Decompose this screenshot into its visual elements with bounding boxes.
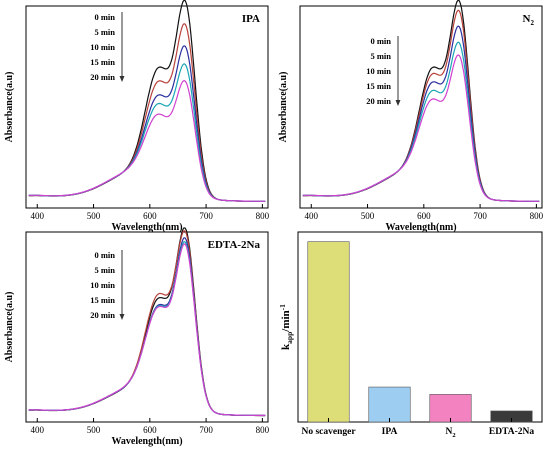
panel-label: N2 bbox=[523, 13, 535, 27]
x-tick-label: 800 bbox=[256, 211, 270, 221]
y-axis-label: kapp/min-1 bbox=[278, 304, 294, 350]
category-label: EDTA-2Na bbox=[489, 427, 534, 437]
spectrum-panel-2: 400 500 600 700 800 Wavelength(nm) Absorbance(… bbox=[278, 0, 544, 233]
x-tick-label: 700 bbox=[199, 425, 213, 435]
x-tick-label: 500 bbox=[87, 425, 101, 435]
series-line-20-min bbox=[28, 243, 266, 416]
rate-constant-bar-panel: No scavenger IPA N2 EDTA-2Na kapp/min-1 bbox=[278, 231, 543, 439]
panel-label: EDTA-2Na bbox=[208, 239, 261, 251]
x-axis-label: Wavelength(nm) bbox=[385, 222, 456, 233]
bar-2 bbox=[368, 386, 411, 423]
x-tick-label: 600 bbox=[417, 211, 431, 221]
y-axis-label: Absorbance(a.u) bbox=[4, 72, 15, 143]
time-label: 10 min bbox=[90, 280, 115, 290]
x-tick-label: 500 bbox=[361, 211, 375, 221]
category-label: N2 bbox=[445, 427, 455, 439]
series-line-0-min bbox=[28, 227, 266, 417]
time-arrow-head bbox=[119, 76, 125, 82]
spectrum-panel-3: 400 500 600 700 800 Wavelength(nm) Absorbance(… bbox=[4, 227, 270, 447]
x-tick-label: 400 bbox=[305, 211, 319, 221]
series-line-0-min bbox=[302, 0, 540, 202]
time-label: 20 min bbox=[90, 310, 115, 320]
time-label: 15 min bbox=[366, 81, 391, 91]
x-tick-label: 700 bbox=[199, 211, 213, 221]
series-line-5-min bbox=[28, 230, 266, 417]
category-label: No scavenger bbox=[301, 427, 356, 437]
x-axis-label: Wavelength(nm) bbox=[111, 436, 182, 447]
bar-3 bbox=[429, 394, 472, 423]
time-label: 0 min bbox=[370, 36, 391, 46]
x-axis-label: Wavelength(nm) bbox=[111, 222, 182, 233]
panel-label: IPA bbox=[242, 13, 260, 25]
series-line-5-min bbox=[302, 9, 540, 202]
plot-frame bbox=[297, 231, 543, 423]
series-line-20-min bbox=[28, 79, 266, 202]
time-label: 5 min bbox=[94, 265, 115, 275]
category-label: IPA bbox=[382, 427, 398, 437]
x-tick-label: 600 bbox=[143, 211, 157, 221]
time-label: 0 min bbox=[94, 250, 115, 260]
series-line-10-min bbox=[302, 25, 540, 202]
time-label: 5 min bbox=[370, 51, 391, 61]
series-line-20-min bbox=[302, 54, 540, 202]
x-tick-label: 800 bbox=[256, 425, 270, 435]
time-label: 15 min bbox=[90, 57, 115, 67]
x-tick-label: 700 bbox=[473, 211, 487, 221]
y-axis-label: Absorbance(a.u) bbox=[278, 72, 289, 143]
x-tick-label: 500 bbox=[87, 211, 101, 221]
x-tick-label: 400 bbox=[31, 211, 45, 221]
x-tick-label: 400 bbox=[31, 425, 45, 435]
time-label: 5 min bbox=[94, 27, 115, 37]
plot-frame bbox=[25, 5, 269, 209]
series-line-5-min bbox=[28, 22, 266, 202]
time-arrow-head bbox=[395, 100, 401, 106]
series-line-0-min bbox=[28, 0, 266, 202]
time-label: 20 min bbox=[366, 96, 391, 106]
y-axis-label: Absorbance(a.u) bbox=[4, 292, 15, 363]
time-label: 20 min bbox=[90, 72, 115, 82]
spectrum-panel-1: 400 500 600 700 800 Wavelength(nm) Absorbance(… bbox=[4, 0, 270, 233]
x-tick-label: 600 bbox=[143, 425, 157, 435]
time-label: 0 min bbox=[94, 12, 115, 22]
bar-1 bbox=[307, 241, 350, 423]
plot-frame bbox=[299, 5, 543, 209]
time-label: 10 min bbox=[90, 42, 115, 52]
time-arrow-head bbox=[119, 314, 125, 320]
time-label: 15 min bbox=[90, 295, 115, 305]
time-label: 10 min bbox=[366, 66, 391, 76]
plot-frame bbox=[25, 231, 269, 423]
x-tick-label: 800 bbox=[530, 211, 544, 221]
